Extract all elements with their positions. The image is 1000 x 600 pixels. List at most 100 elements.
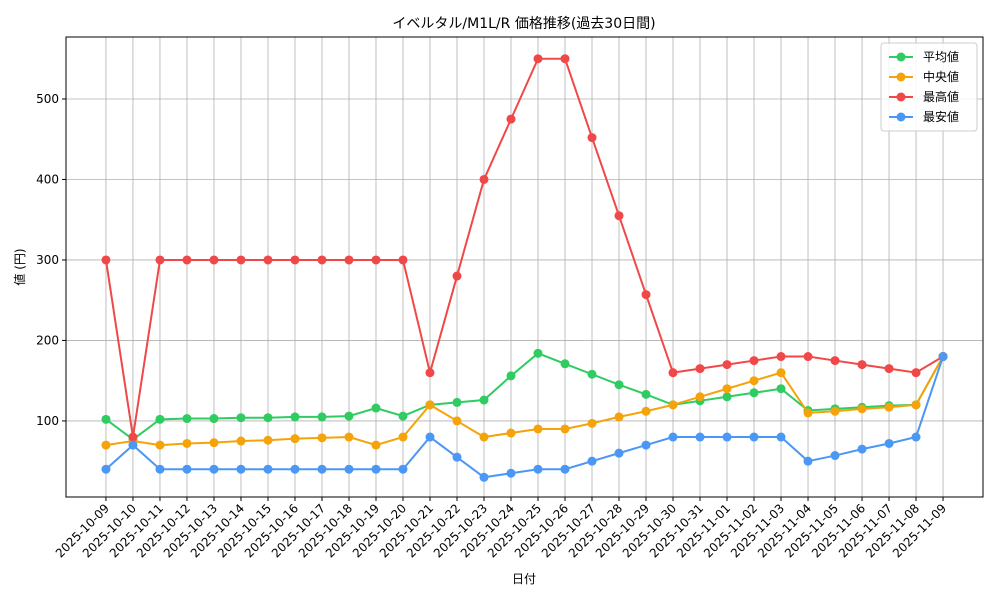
data-point (452, 397, 462, 407)
data-point (101, 464, 111, 474)
data-point (587, 133, 597, 143)
data-point (101, 440, 111, 450)
legend-label: 最安値 (923, 109, 959, 124)
data-point (506, 114, 516, 124)
data-point (641, 406, 651, 416)
data-point (209, 438, 219, 448)
data-point (560, 464, 570, 474)
data-point (506, 428, 516, 438)
data-point (587, 418, 597, 428)
y-tick-label: 100 (36, 414, 59, 428)
data-point (425, 368, 435, 378)
y-axis-label: 値 (円) (12, 248, 27, 285)
data-point (344, 411, 354, 421)
data-point (317, 255, 327, 265)
data-point (884, 364, 894, 374)
legend-box (880, 42, 978, 132)
data-point (884, 402, 894, 412)
data-point (101, 255, 111, 265)
data-point (857, 360, 867, 370)
data-point (236, 413, 246, 423)
series-line (105, 352, 944, 441)
data-point (803, 456, 813, 466)
data-point (263, 255, 273, 265)
data-point (290, 464, 300, 474)
data-point (506, 371, 516, 381)
data-point (155, 440, 165, 450)
legend-label: 中央値 (923, 69, 959, 84)
data-point (560, 424, 570, 434)
data-point (452, 271, 462, 281)
data-point (209, 464, 219, 474)
series-line (105, 356, 944, 447)
data-point (182, 464, 192, 474)
data-point (236, 436, 246, 446)
legend-marker (896, 52, 906, 62)
data-point (749, 432, 759, 442)
data-point (263, 435, 273, 445)
data-point (614, 412, 624, 422)
data-point (857, 404, 867, 414)
data-point (344, 432, 354, 442)
data-point (263, 413, 273, 423)
data-point (614, 211, 624, 221)
data-point (749, 376, 759, 386)
data-point (749, 356, 759, 366)
data-point (155, 414, 165, 424)
data-point (425, 432, 435, 442)
data-point (614, 380, 624, 390)
data-point (911, 368, 921, 378)
data-point (776, 368, 786, 378)
data-point (263, 464, 273, 474)
data-point (560, 54, 570, 64)
plot-frame (65, 36, 984, 498)
data-point (668, 400, 678, 410)
data-point (479, 174, 489, 184)
data-point (641, 389, 651, 399)
data-point (776, 384, 786, 394)
data-point (236, 464, 246, 474)
data-point (722, 432, 732, 442)
data-point (803, 352, 813, 362)
data-point (209, 255, 219, 265)
data-point (695, 392, 705, 402)
data-point (398, 411, 408, 421)
data-point (587, 456, 597, 466)
data-point (371, 403, 381, 413)
data-point (938, 352, 948, 362)
data-point (371, 440, 381, 450)
data-point (479, 472, 489, 482)
data-point (398, 432, 408, 442)
data-point (317, 464, 327, 474)
data-point (533, 464, 543, 474)
data-point (344, 255, 354, 265)
data-point (641, 440, 651, 450)
data-point (290, 255, 300, 265)
data-point (722, 392, 732, 402)
data-point (317, 433, 327, 443)
data-point (182, 414, 192, 424)
y-tick-label: 200 (36, 333, 59, 347)
data-point (101, 414, 111, 424)
data-point (695, 432, 705, 442)
data-point (803, 408, 813, 418)
data-point (128, 432, 138, 442)
data-point (344, 464, 354, 474)
legend-marker (896, 72, 906, 82)
data-point (830, 406, 840, 416)
data-point (614, 448, 624, 458)
data-point (533, 54, 543, 64)
data-point (506, 468, 516, 478)
data-point (668, 432, 678, 442)
legend-label: 平均値 (923, 49, 959, 64)
data-point (290, 434, 300, 444)
data-point (182, 255, 192, 265)
data-point (722, 384, 732, 394)
data-point (830, 356, 840, 366)
series-line (105, 356, 944, 479)
data-point (128, 440, 138, 450)
legend-marker (896, 112, 906, 122)
data-point (479, 395, 489, 405)
data-point (290, 412, 300, 422)
